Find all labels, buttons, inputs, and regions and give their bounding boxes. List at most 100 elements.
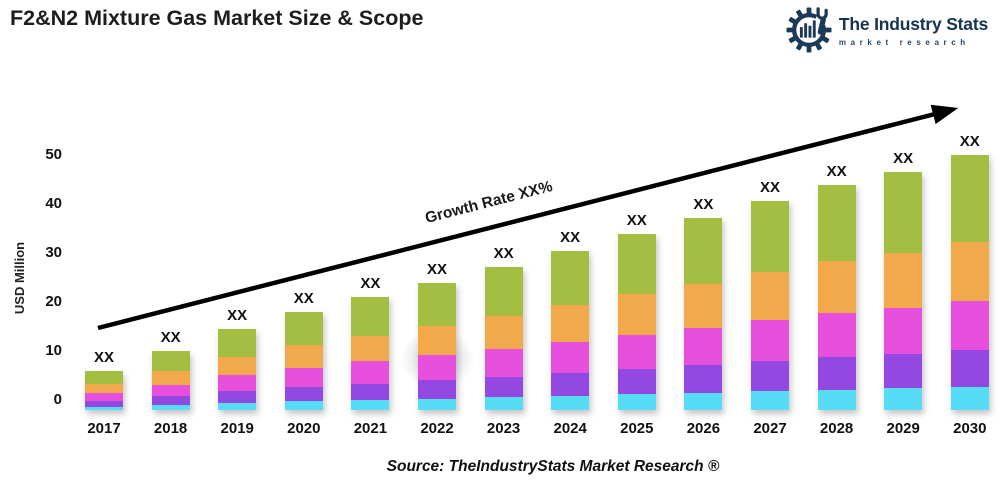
bar-segment-series-4-orange [284,345,323,368]
bar-segment-series-4-orange [484,315,523,349]
bar-segment-series-2-purple [284,386,323,402]
bar-segment-series-4-orange [151,371,190,385]
bar-segment-series-5-green [817,184,856,262]
bar-segment-series-4-orange [617,293,656,335]
bar-segment-series-4-orange [884,252,923,308]
bar-segment-series-4-orange [85,384,123,393]
bar-segment-series-1-cyan [617,394,656,410]
bar-segment-series-3-magenta [85,392,123,401]
source-note: Source: TheIndustryStats Market Research… [386,458,720,475]
bar-2028 [817,184,856,410]
bar-value-label: XX [626,212,647,230]
bar-2025 [617,234,656,410]
bar-2030 [950,155,989,410]
bar-value-label: XX [560,228,581,246]
bar-value-label: XX [227,307,248,325]
x-tick-label: 2020 [287,420,321,437]
bar-2023 [484,267,523,410]
bar-segment-series-1-cyan [684,392,723,410]
bar-segment-series-5-green [284,312,323,346]
bar-segment-series-3-magenta [751,320,789,361]
bar-segment-series-5-green [85,370,123,385]
bar-segment-series-5-green [351,297,390,336]
x-tick-label: 2023 [486,420,521,437]
x-tick-label: 2025 [620,420,654,437]
bar-value-label: XX [293,290,314,307]
bar-segment-series-1-cyan [884,388,923,410]
bar-segment-series-2-purple [617,368,656,395]
bar-segment-series-5-green [484,267,523,316]
bar-segment-series-2-purple [751,360,789,392]
bar-segment-series-3-magenta [484,348,523,377]
bar-segment-series-3-magenta [950,300,989,351]
bar-value-label: XX [426,260,447,278]
bar-segment-series-1-cyan [484,397,523,410]
bar-value-label: XX [360,275,381,293]
bar-value-label: XX [493,245,514,263]
y-tick-label: 20 [45,293,62,310]
bar-segment-series-4-orange [551,305,590,342]
x-tick-label: 2022 [420,420,454,437]
x-tick-label: 2026 [686,420,721,437]
bar-segment-series-5-green [684,218,723,284]
bar-segment-series-3-magenta [151,384,190,397]
bar-segment-series-1-cyan [751,391,789,410]
bar-segment-series-1-cyan [351,399,390,410]
bar-2019 [218,329,257,410]
growth-rate-annotation: Growth Rate XX% [423,178,555,228]
x-tick-label: 2027 [753,420,787,437]
bar-segment-series-5-green [884,171,923,253]
bar-segment-series-2-purple [85,400,123,407]
bar-value-label: XX [160,329,181,347]
x-tick-label: 2029 [886,420,920,437]
bar-segment-series-3-magenta [551,341,590,373]
x-tick-label: 2019 [220,420,254,437]
bar-segment-series-5-green [551,250,590,306]
x-tick-label: 2021 [353,420,388,437]
bar-segment-series-2-purple [817,357,856,390]
bar-segment-series-5-green [950,155,989,242]
bar-segment-series-1-cyan [817,389,856,410]
bar-segment-series-4-orange [817,261,856,313]
bar-segment-series-2-purple [218,390,257,403]
bar-segment-series-3-magenta [684,327,723,365]
bar-segment-series-3-magenta [418,355,456,381]
page-title: F2&N2 Mixture Gas Market Size & Scope [10,6,424,30]
bar-segment-series-1-cyan [85,406,123,410]
bar-segment-series-2-purple [151,396,190,405]
bar-2017 [85,370,123,410]
x-tick-label: 2017 [87,420,121,437]
bar-segment-series-4-orange [418,325,456,356]
bar-2027 [751,201,789,410]
bar-segment-series-5-green [751,201,789,273]
bar-segment-series-2-purple [418,380,456,399]
bar-segment-series-1-cyan [284,401,323,410]
bar-segment-series-2-purple [684,364,723,393]
x-tick-label: 2030 [953,420,987,437]
bar-value-label: XX [693,196,714,214]
brand-logo: The Industry Stats market research [786,7,988,53]
bar-segment-series-1-cyan [551,395,590,410]
bar-segment-series-4-orange [351,335,390,362]
bar-2022 [418,282,456,410]
y-axis-title: USD Million [12,241,27,315]
bar-segment-series-2-purple [950,350,989,387]
y-tick-label: 10 [45,342,62,359]
x-tick-label: 2028 [819,420,854,437]
y-tick-label: 0 [53,391,62,408]
bar-segment-series-4-orange [751,272,789,321]
bar-segment-series-3-magenta [884,307,923,355]
logo-subtitle: market research [838,37,970,47]
bar-segment-series-1-cyan [418,398,456,410]
bar-segment-series-1-cyan [151,404,190,410]
bar-segment-series-2-purple [551,372,590,396]
logo-title: The Industry Stats [838,13,988,34]
bar-segment-series-5-green [418,282,456,326]
bar-value-label: XX [826,162,847,180]
bar-segment-series-1-cyan [218,402,257,410]
bar-value-label: XX [959,133,980,151]
x-tick-label: 2024 [553,420,587,437]
bar-segment-series-4-orange [218,356,257,376]
bar-segment-series-5-green [218,329,257,357]
